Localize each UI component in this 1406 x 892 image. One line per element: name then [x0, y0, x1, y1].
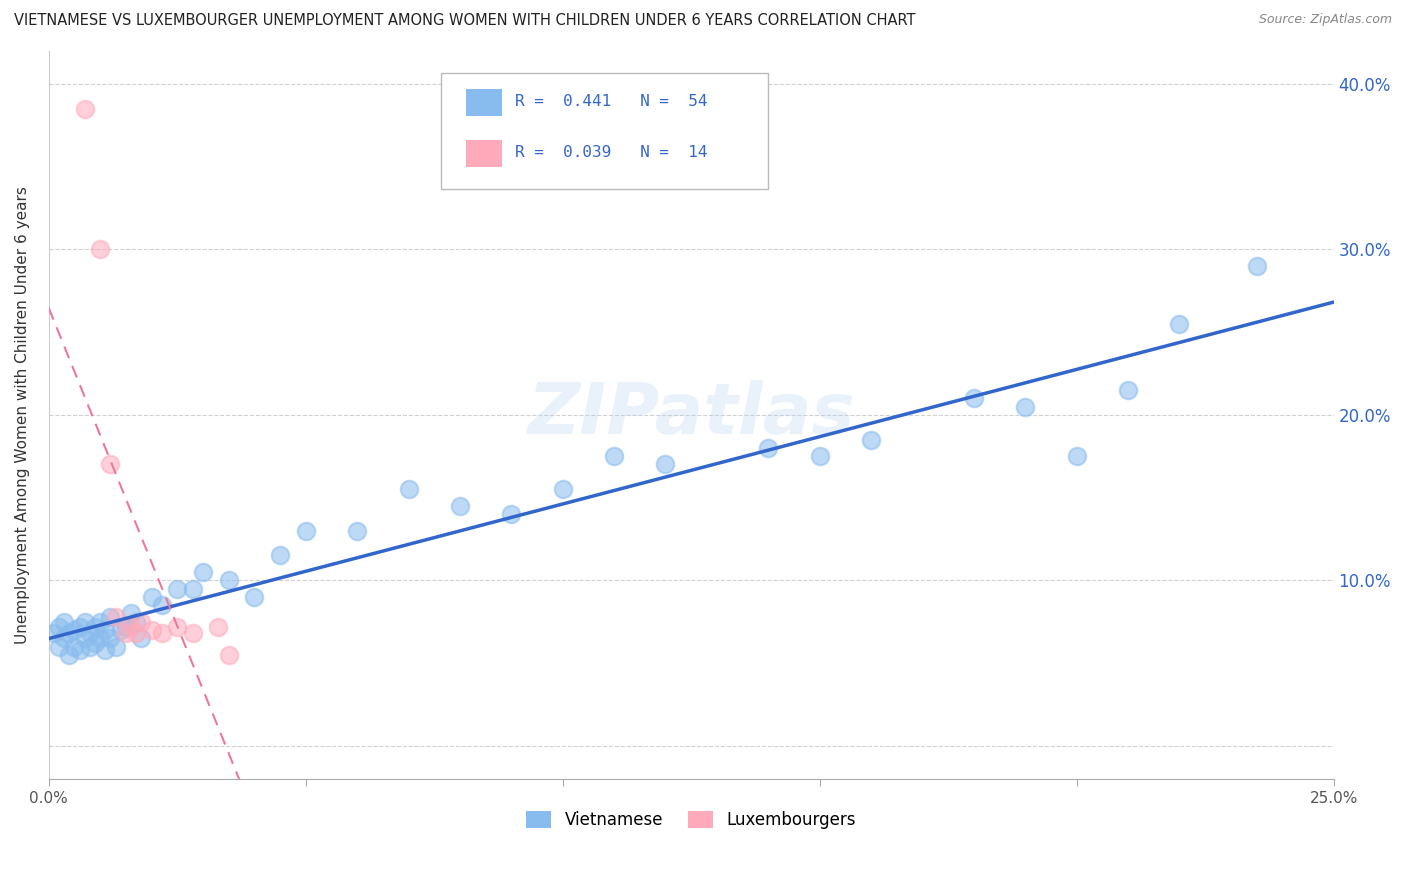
Point: [218, 574, 240, 588]
Point: [1066, 449, 1088, 463]
FancyBboxPatch shape: [440, 72, 768, 189]
Point: [141, 590, 163, 604]
Point: [963, 391, 986, 405]
Point: [100, 609, 122, 624]
Point: [120, 607, 142, 621]
Point: [120, 620, 142, 634]
Point: [84, 636, 107, 650]
Point: [69, 642, 91, 657]
Point: [89, 632, 111, 646]
Point: [860, 433, 883, 447]
Point: [181, 626, 204, 640]
Point: [1014, 400, 1036, 414]
Point: [104, 609, 127, 624]
Point: [104, 640, 127, 654]
Point: [42, 626, 65, 640]
Point: [84, 620, 107, 634]
Point: [150, 598, 173, 612]
Text: R =  0.441   N =  54: R = 0.441 N = 54: [515, 95, 707, 109]
Point: [58, 626, 80, 640]
Point: [48, 640, 70, 654]
Point: [110, 623, 132, 637]
Point: [100, 458, 122, 472]
Point: [69, 620, 91, 634]
Point: [1116, 383, 1139, 397]
Point: [294, 524, 316, 538]
Text: Source: ZipAtlas.com: Source: ZipAtlas.com: [1258, 13, 1392, 27]
Point: [346, 524, 368, 538]
Point: [89, 615, 111, 629]
Point: [150, 626, 173, 640]
Point: [73, 632, 96, 646]
Text: R =  0.039   N =  14: R = 0.039 N = 14: [515, 145, 707, 161]
Point: [73, 102, 96, 116]
Point: [551, 483, 574, 497]
Point: [115, 626, 138, 640]
Point: [58, 648, 80, 662]
Point: [181, 582, 204, 596]
Point: [73, 615, 96, 629]
Point: [48, 620, 70, 634]
Point: [218, 648, 240, 662]
Point: [166, 620, 188, 634]
Point: [141, 623, 163, 637]
Point: [79, 640, 101, 654]
Point: [243, 590, 266, 604]
Point: [191, 565, 214, 579]
Point: [166, 582, 188, 596]
Point: [89, 242, 111, 256]
Point: [94, 642, 117, 657]
Point: [100, 632, 122, 646]
Point: [94, 623, 117, 637]
Legend: Vietnamese, Luxembourgers: Vietnamese, Luxembourgers: [520, 805, 863, 836]
Point: [1168, 317, 1191, 331]
Point: [129, 615, 152, 629]
Point: [501, 507, 523, 521]
FancyBboxPatch shape: [467, 139, 502, 167]
Point: [654, 458, 676, 472]
Text: ZIPatlas: ZIPatlas: [527, 380, 855, 450]
Point: [1246, 259, 1268, 273]
Point: [115, 620, 138, 634]
FancyBboxPatch shape: [467, 88, 502, 116]
Point: [129, 632, 152, 646]
Y-axis label: Unemployment Among Women with Children Under 6 years: Unemployment Among Women with Children U…: [15, 186, 30, 644]
Point: [398, 483, 420, 497]
Point: [63, 640, 86, 654]
Point: [756, 441, 779, 455]
Point: [53, 632, 76, 646]
Point: [53, 615, 76, 629]
Point: [449, 499, 471, 513]
Text: VIETNAMESE VS LUXEMBOURGER UNEMPLOYMENT AMONG WOMEN WITH CHILDREN UNDER 6 YEARS : VIETNAMESE VS LUXEMBOURGER UNEMPLOYMENT …: [14, 13, 915, 29]
Point: [63, 623, 86, 637]
Point: [125, 626, 148, 640]
Point: [808, 449, 831, 463]
Point: [207, 620, 229, 634]
Point: [269, 549, 291, 563]
Point: [125, 615, 148, 629]
Point: [603, 449, 626, 463]
Point: [79, 626, 101, 640]
